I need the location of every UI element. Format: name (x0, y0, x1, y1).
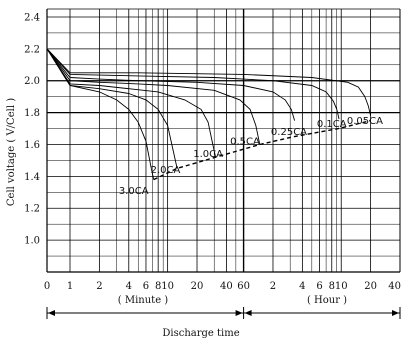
x-tick-label: 6 (316, 281, 322, 292)
x-tick-label: 0 (44, 281, 50, 292)
time-arrow-head (392, 310, 399, 316)
discharge-curve (46, 48, 217, 158)
y-tick-label: 1.6 (24, 140, 40, 151)
x-tick-label: 2 (270, 281, 276, 292)
x-tick-label: 8 (329, 281, 335, 292)
y-tick-label: 1.4 (24, 172, 40, 183)
y-axis-label: Cell voltage ( V/Cell ) (6, 98, 17, 206)
x-tick-label: 10 (335, 281, 348, 292)
curve-label: 1.0CA (193, 149, 223, 160)
discharge-curve (46, 48, 261, 145)
x-tick-labels: 0 1 2 4 6 8 10 20 40 60 2 4 6 8 10 20 40 (44, 281, 401, 292)
curve-label: 0.05CA (347, 116, 383, 127)
time-arrow-head (244, 310, 252, 316)
y-tick-label: 2.4 (24, 12, 40, 23)
x-tick-label: 60 (237, 281, 250, 292)
discharge-curve (46, 48, 372, 116)
y-tick-labels: 2.4 2.2 2.0 1.8 1.6 1.4 1.2 1.0 (24, 12, 40, 246)
x-tick-label: 10 (161, 281, 174, 292)
x-tick-label: 40 (388, 281, 401, 292)
discharge-curve (46, 48, 178, 169)
y-tick-label: 1.0 (24, 236, 40, 247)
curve-label: 0.1CA (317, 119, 347, 130)
final-voltage-curve (153, 119, 371, 181)
discharge-curve (46, 48, 296, 121)
discharge-curve (46, 48, 340, 120)
curve-label: 0.25CA (271, 127, 307, 138)
time-range-arrows (46, 307, 401, 319)
y-tick-label: 2.2 (24, 44, 40, 55)
hour-unit-label: ( Hour ) (307, 295, 347, 306)
discharge-curves (46, 48, 372, 181)
x-tick-label: 4 (126, 281, 132, 292)
x-tick-label: 4 (299, 281, 305, 292)
time-arrow-head (48, 310, 55, 316)
x-tick-label: 2 (96, 281, 102, 292)
time-arrow-head (235, 310, 243, 316)
minute-unit-label: ( Minute ) (118, 295, 169, 306)
curve-label: 2.0CA (151, 165, 181, 176)
y-tick-label: 1.2 (24, 204, 40, 215)
chart-grid (46, 8, 401, 273)
x-tick-label: 8 (155, 281, 161, 292)
x-tick-label: 20 (191, 281, 204, 292)
x-tick-label: 20 (364, 281, 377, 292)
y-tick-label: 1.8 (24, 108, 40, 119)
curve-label: 3.0CA (119, 186, 149, 197)
x-tick-label: 6 (143, 281, 149, 292)
x-tick-label: 1 (67, 281, 73, 292)
curve-label: 0.5CA (230, 136, 260, 147)
y-tick-label: 2.0 (24, 76, 40, 87)
x-tick-label: 40 (220, 281, 233, 292)
x-axis-label: Discharge time (162, 328, 239, 339)
discharge-curve (46, 48, 155, 180)
